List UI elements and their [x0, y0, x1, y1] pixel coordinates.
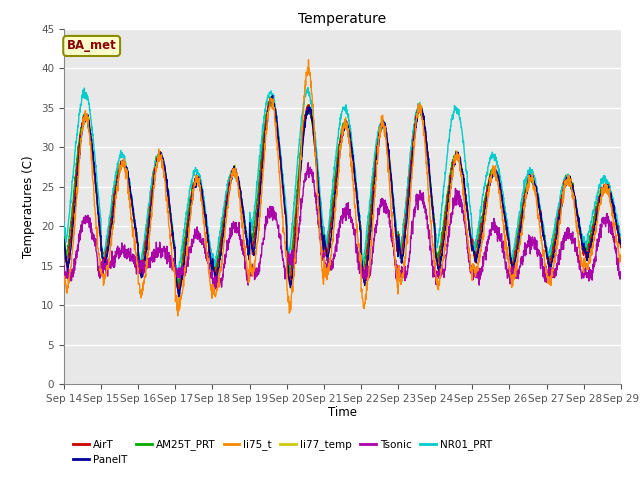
Title: Temperature: Temperature [298, 12, 387, 26]
li77_temp [268, 95, 275, 100]
AirT [371, 165, 379, 171]
PanelT [359, 273, 367, 278]
AM25T_PRT [266, 94, 274, 100]
li75_t [60, 273, 68, 279]
Tsonic [60, 273, 68, 278]
AM25T_PRT [568, 184, 576, 190]
Tsonic [212, 286, 220, 292]
PanelT [269, 93, 276, 98]
Line: li75_t: li75_t [64, 60, 621, 316]
Line: AM25T_PRT: AM25T_PRT [64, 97, 621, 286]
li75_t [359, 298, 367, 304]
Tsonic [584, 274, 591, 280]
AirT [60, 237, 68, 243]
li77_temp [617, 243, 625, 249]
Y-axis label: Temperatures (C): Temperatures (C) [22, 155, 35, 258]
PanelT [60, 237, 68, 243]
NR01_PRT [60, 220, 68, 226]
li75_t [505, 259, 513, 265]
li77_temp [60, 236, 68, 241]
NR01_PRT [371, 150, 379, 156]
PanelT [568, 186, 576, 192]
li75_t [371, 190, 379, 195]
PanelT [584, 255, 591, 261]
Tsonic [216, 282, 223, 288]
AM25T_PRT [505, 235, 513, 240]
Tsonic [305, 160, 312, 166]
PanelT [505, 236, 513, 241]
Legend: AirT, PanelT, AM25T_PRT, li75_t, li77_temp, Tsonic, NR01_PRT: AirT, PanelT, AM25T_PRT, li75_t, li77_te… [69, 435, 496, 469]
AirT [359, 274, 367, 280]
PanelT [371, 178, 379, 184]
Line: NR01_PRT: NR01_PRT [64, 87, 621, 277]
AM25T_PRT [617, 240, 625, 246]
AirT [568, 180, 576, 186]
Tsonic [371, 225, 379, 231]
AirT [268, 96, 275, 102]
PanelT [216, 260, 223, 265]
li75_t [617, 258, 625, 264]
AirT [584, 250, 591, 255]
AM25T_PRT [175, 283, 182, 288]
li75_t [305, 57, 312, 62]
Text: BA_met: BA_met [67, 39, 116, 52]
AM25T_PRT [216, 245, 223, 251]
li77_temp [216, 253, 223, 259]
AirT [175, 290, 182, 296]
li77_temp [175, 290, 183, 296]
AirT [216, 255, 223, 261]
NR01_PRT [617, 232, 625, 238]
AirT [617, 245, 625, 251]
X-axis label: Time: Time [328, 407, 357, 420]
li75_t [584, 261, 591, 267]
NR01_PRT [568, 185, 576, 191]
AM25T_PRT [359, 266, 367, 272]
Line: PanelT: PanelT [64, 96, 621, 297]
Tsonic [359, 272, 367, 277]
Tsonic [617, 269, 625, 275]
Line: Tsonic: Tsonic [64, 163, 621, 289]
NR01_PRT [174, 275, 182, 280]
li77_temp [505, 234, 513, 240]
NR01_PRT [216, 233, 223, 239]
li77_temp [359, 263, 367, 268]
NR01_PRT [505, 228, 513, 234]
Tsonic [568, 230, 576, 236]
Line: li77_temp: li77_temp [64, 97, 621, 293]
AirT [505, 237, 513, 243]
li77_temp [568, 181, 576, 187]
li77_temp [371, 167, 379, 173]
PanelT [175, 294, 183, 300]
li75_t [174, 313, 182, 319]
AM25T_PRT [371, 156, 379, 162]
AM25T_PRT [584, 244, 591, 250]
li77_temp [584, 253, 591, 259]
li75_t [568, 188, 576, 193]
li75_t [216, 274, 223, 279]
NR01_PRT [359, 258, 367, 264]
NR01_PRT [304, 84, 312, 90]
NR01_PRT [584, 231, 591, 237]
Line: AirT: AirT [64, 99, 621, 293]
Tsonic [505, 271, 513, 276]
AM25T_PRT [60, 235, 68, 241]
PanelT [617, 240, 625, 245]
